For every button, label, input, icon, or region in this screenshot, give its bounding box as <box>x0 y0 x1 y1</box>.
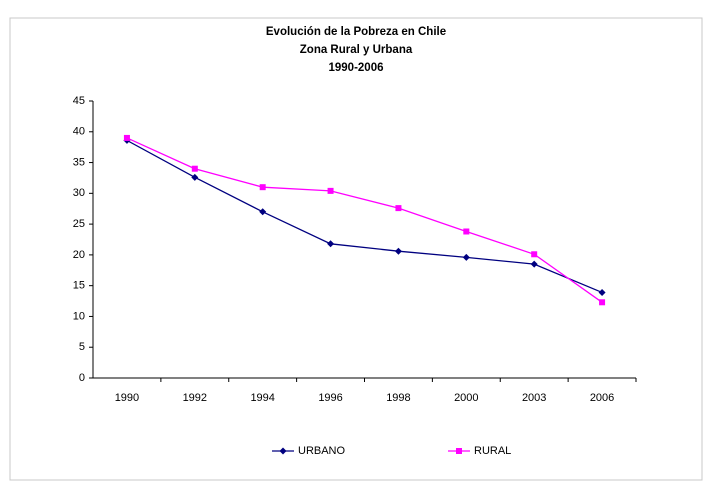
x-tick-label: 1996 <box>318 392 342 404</box>
y-tick-label: 10 <box>73 310 85 322</box>
y-tick-label: 30 <box>73 187 85 199</box>
data-point <box>259 208 267 216</box>
series-line <box>126 137 603 303</box>
x-tick-label: 1990 <box>115 392 139 404</box>
legend-label: URBANO <box>298 445 346 457</box>
data-point <box>327 240 335 248</box>
data-point <box>463 228 470 235</box>
legend-marker <box>456 448 462 454</box>
data-point <box>123 134 130 141</box>
data-point <box>530 260 538 268</box>
y-tick-label: 20 <box>73 249 85 261</box>
chart-frame <box>9 17 703 481</box>
data-point <box>259 184 266 191</box>
x-tick-label: 1994 <box>250 392 274 404</box>
data-point <box>531 251 538 258</box>
legend-label: RURAL <box>474 445 511 457</box>
chart-subtitle: Zona Rural y Urbana <box>300 44 413 56</box>
x-tick-label: 2003 <box>522 392 546 404</box>
y-tick-label: 5 <box>79 341 85 353</box>
data-point <box>598 288 606 296</box>
y-tick-label: 35 <box>73 156 85 168</box>
data-point <box>191 165 198 172</box>
data-point <box>394 247 402 255</box>
x-tick-label: 1998 <box>386 392 410 404</box>
x-tick-label: 2006 <box>590 392 614 404</box>
series-line <box>126 139 603 294</box>
data-point <box>395 205 402 212</box>
legend-marker <box>279 447 287 455</box>
x-tick-label: 1992 <box>183 392 207 404</box>
y-tick-label: 15 <box>73 280 85 292</box>
data-point <box>599 299 606 306</box>
data-point <box>462 253 470 261</box>
y-tick-label: 0 <box>79 372 85 384</box>
chart-subtitle: 1990-2006 <box>329 62 384 74</box>
data-point <box>327 187 334 194</box>
y-tick-label: 45 <box>73 95 85 107</box>
y-tick-label: 25 <box>73 218 85 230</box>
x-tick-label: 2000 <box>454 392 478 404</box>
data-point <box>191 173 199 181</box>
chart-title: Evolución de la Pobreza en Chile <box>266 26 446 38</box>
y-tick-label: 40 <box>73 126 85 138</box>
